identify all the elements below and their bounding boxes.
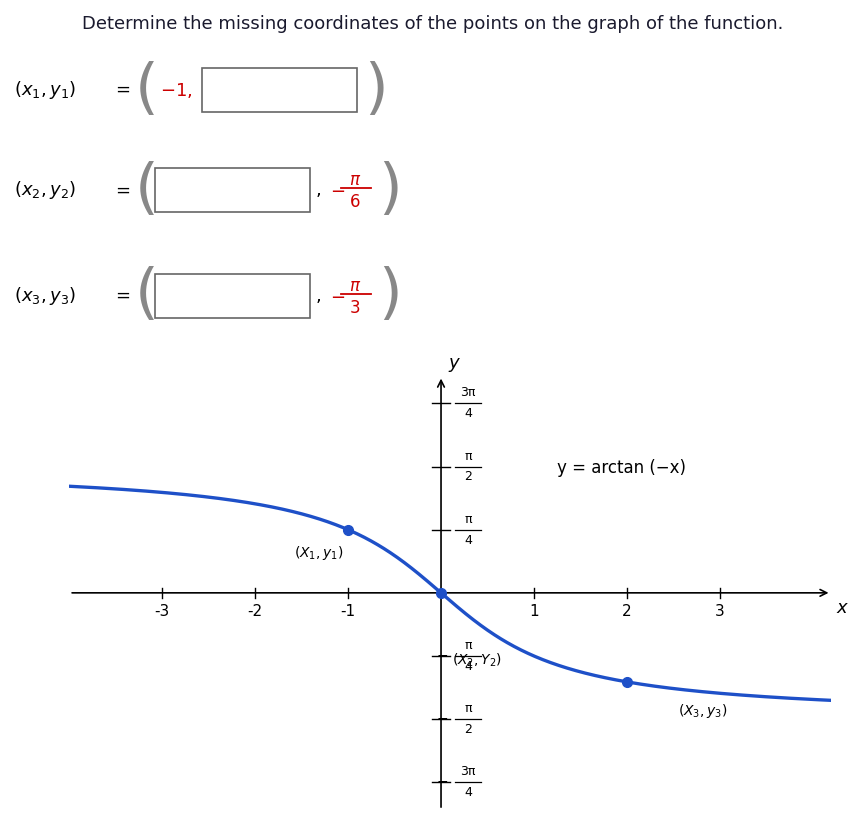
Text: =: = — [115, 286, 130, 305]
Text: π: π — [464, 449, 472, 463]
Text: y: y — [449, 354, 459, 372]
Text: (: ( — [135, 61, 158, 119]
Text: $( X_3 , y_3 )$: $( X_3 , y_3 )$ — [678, 702, 727, 720]
Text: -3: -3 — [155, 604, 170, 619]
Text: π: π — [464, 702, 472, 716]
Text: ): ) — [378, 161, 402, 220]
Text: −: − — [436, 776, 449, 789]
Text: $( X_1 , y_1 )$: $( X_1 , y_1 )$ — [294, 544, 344, 562]
Text: ): ) — [378, 266, 402, 325]
Text: ): ) — [364, 61, 388, 119]
Text: −: − — [436, 649, 449, 663]
Text: y = arctan (−x): y = arctan (−x) — [557, 459, 686, 478]
Text: 2: 2 — [622, 604, 631, 619]
Text: 4: 4 — [464, 534, 472, 547]
Text: -1: -1 — [340, 604, 356, 619]
Text: 4: 4 — [464, 787, 472, 799]
Text: $\pi$: $\pi$ — [349, 171, 361, 190]
Text: Determine the missing coordinates of the points on the graph of the function.: Determine the missing coordinates of the… — [82, 15, 784, 33]
Text: =: = — [115, 81, 130, 99]
Text: π: π — [464, 513, 472, 526]
Text: 6: 6 — [350, 194, 360, 211]
Text: -2: -2 — [248, 604, 262, 619]
Text: 3π: 3π — [461, 387, 475, 399]
Text: 3: 3 — [715, 604, 725, 619]
Text: $(x_1, y_1)$: $(x_1, y_1)$ — [14, 79, 76, 101]
Text: π: π — [464, 639, 472, 652]
Text: $(x_2, y_2)$: $(x_2, y_2)$ — [14, 180, 76, 201]
Text: ,: , — [316, 286, 322, 305]
Text: 4: 4 — [464, 660, 472, 673]
Text: ,: , — [316, 181, 322, 200]
Text: 2: 2 — [464, 723, 472, 736]
Text: x: x — [836, 600, 847, 617]
Text: −: − — [436, 712, 449, 726]
FancyBboxPatch shape — [155, 169, 310, 212]
Text: (: ( — [135, 266, 158, 325]
Text: 3π: 3π — [461, 766, 475, 778]
Text: $\pi$: $\pi$ — [349, 276, 361, 295]
Text: $(x_3, y_3)$: $(x_3, y_3)$ — [14, 285, 76, 306]
Text: $-$: $-$ — [330, 181, 346, 200]
Text: 2: 2 — [464, 470, 472, 483]
FancyBboxPatch shape — [202, 68, 357, 112]
Text: 4: 4 — [464, 407, 472, 420]
Text: 3: 3 — [350, 299, 360, 316]
Text: (: ( — [135, 161, 158, 220]
Text: $-$: $-$ — [330, 286, 346, 305]
Text: $-1,$: $-1,$ — [160, 81, 192, 99]
Text: $( X_2 , Y_2 )$: $( X_2 , Y_2 )$ — [452, 652, 502, 670]
Text: 1: 1 — [529, 604, 539, 619]
Text: =: = — [115, 181, 130, 200]
FancyBboxPatch shape — [155, 274, 310, 317]
